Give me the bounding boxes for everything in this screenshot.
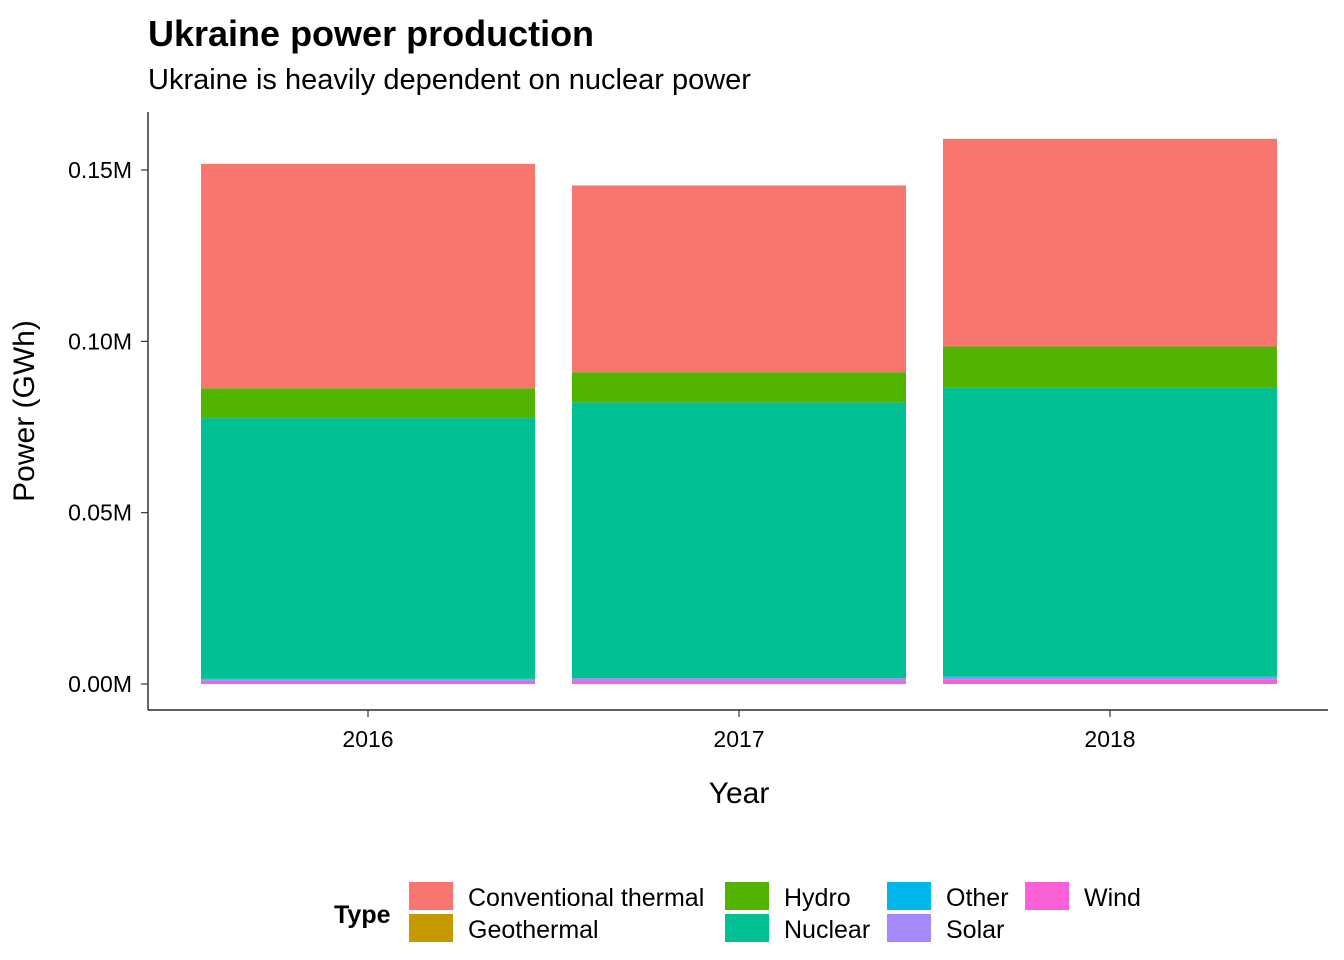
legend-key-nuclear [725, 914, 769, 942]
legend-label-solar: Solar [946, 916, 1004, 944]
bar-2018-hydro [943, 346, 1277, 388]
bar-2017-wind [572, 680, 906, 684]
chart-title: Ukraine power production [148, 13, 594, 54]
x-axis-title: Year [709, 777, 770, 810]
legend-key-other [887, 882, 931, 910]
legend-label-nuclear: Nuclear [784, 916, 870, 944]
legend-label-other: Other [946, 884, 1009, 912]
bar-2016-nuclear [201, 418, 535, 679]
bar-2017-nuclear [572, 402, 906, 679]
legend-key-hydro [725, 882, 769, 910]
y-tick-label: 0.10M [68, 328, 132, 354]
y-tick-label: 0.00M [68, 671, 132, 697]
legend-label-hydro: Hydro [784, 884, 851, 912]
bar-2016-wind [201, 680, 535, 684]
bar-2016-hydro [201, 388, 535, 419]
bar-2016-conventional-thermal [201, 163, 535, 389]
x-tick-label: 2018 [1084, 726, 1135, 752]
bars-layer [201, 138, 1277, 684]
legend-label-conventional-thermal: Conventional thermal [468, 884, 704, 912]
legend-label-wind: Wind [1084, 884, 1141, 912]
legend-key-conventional-thermal [409, 882, 453, 910]
bar-2018-conventional-thermal [943, 138, 1277, 347]
chart-subtitle: Ukraine is heavily dependent on nuclear … [148, 64, 751, 96]
bar-2018-nuclear [943, 387, 1277, 677]
bar-2017-hydro [572, 372, 906, 403]
axes-layer: 0.00M 0.05M 0.10M 0.15M 2016 2017 2018 [68, 112, 1328, 752]
x-tick-label: 2016 [342, 726, 393, 752]
y-tick-label: 0.15M [68, 157, 132, 183]
legend-title: Type [334, 901, 391, 929]
y-axis-title: Power (GWh) [8, 320, 41, 502]
x-tick-label: 2017 [713, 726, 764, 752]
bar-2018-wind [943, 679, 1277, 684]
legend-key-solar [887, 914, 931, 942]
bar-2017-conventional-thermal [572, 185, 906, 373]
y-tick-label: 0.05M [68, 500, 132, 526]
legend-key-wind [1025, 882, 1069, 910]
legend-label-geothermal: Geothermal [468, 916, 599, 944]
bar-2016-solar [201, 678, 535, 681]
bar-2018-solar [943, 676, 1277, 680]
bar-2017-solar [572, 678, 906, 681]
legend: Type Conventional thermal Geothermal Hydro… [334, 882, 1141, 944]
legend-key-geothermal [409, 914, 453, 942]
